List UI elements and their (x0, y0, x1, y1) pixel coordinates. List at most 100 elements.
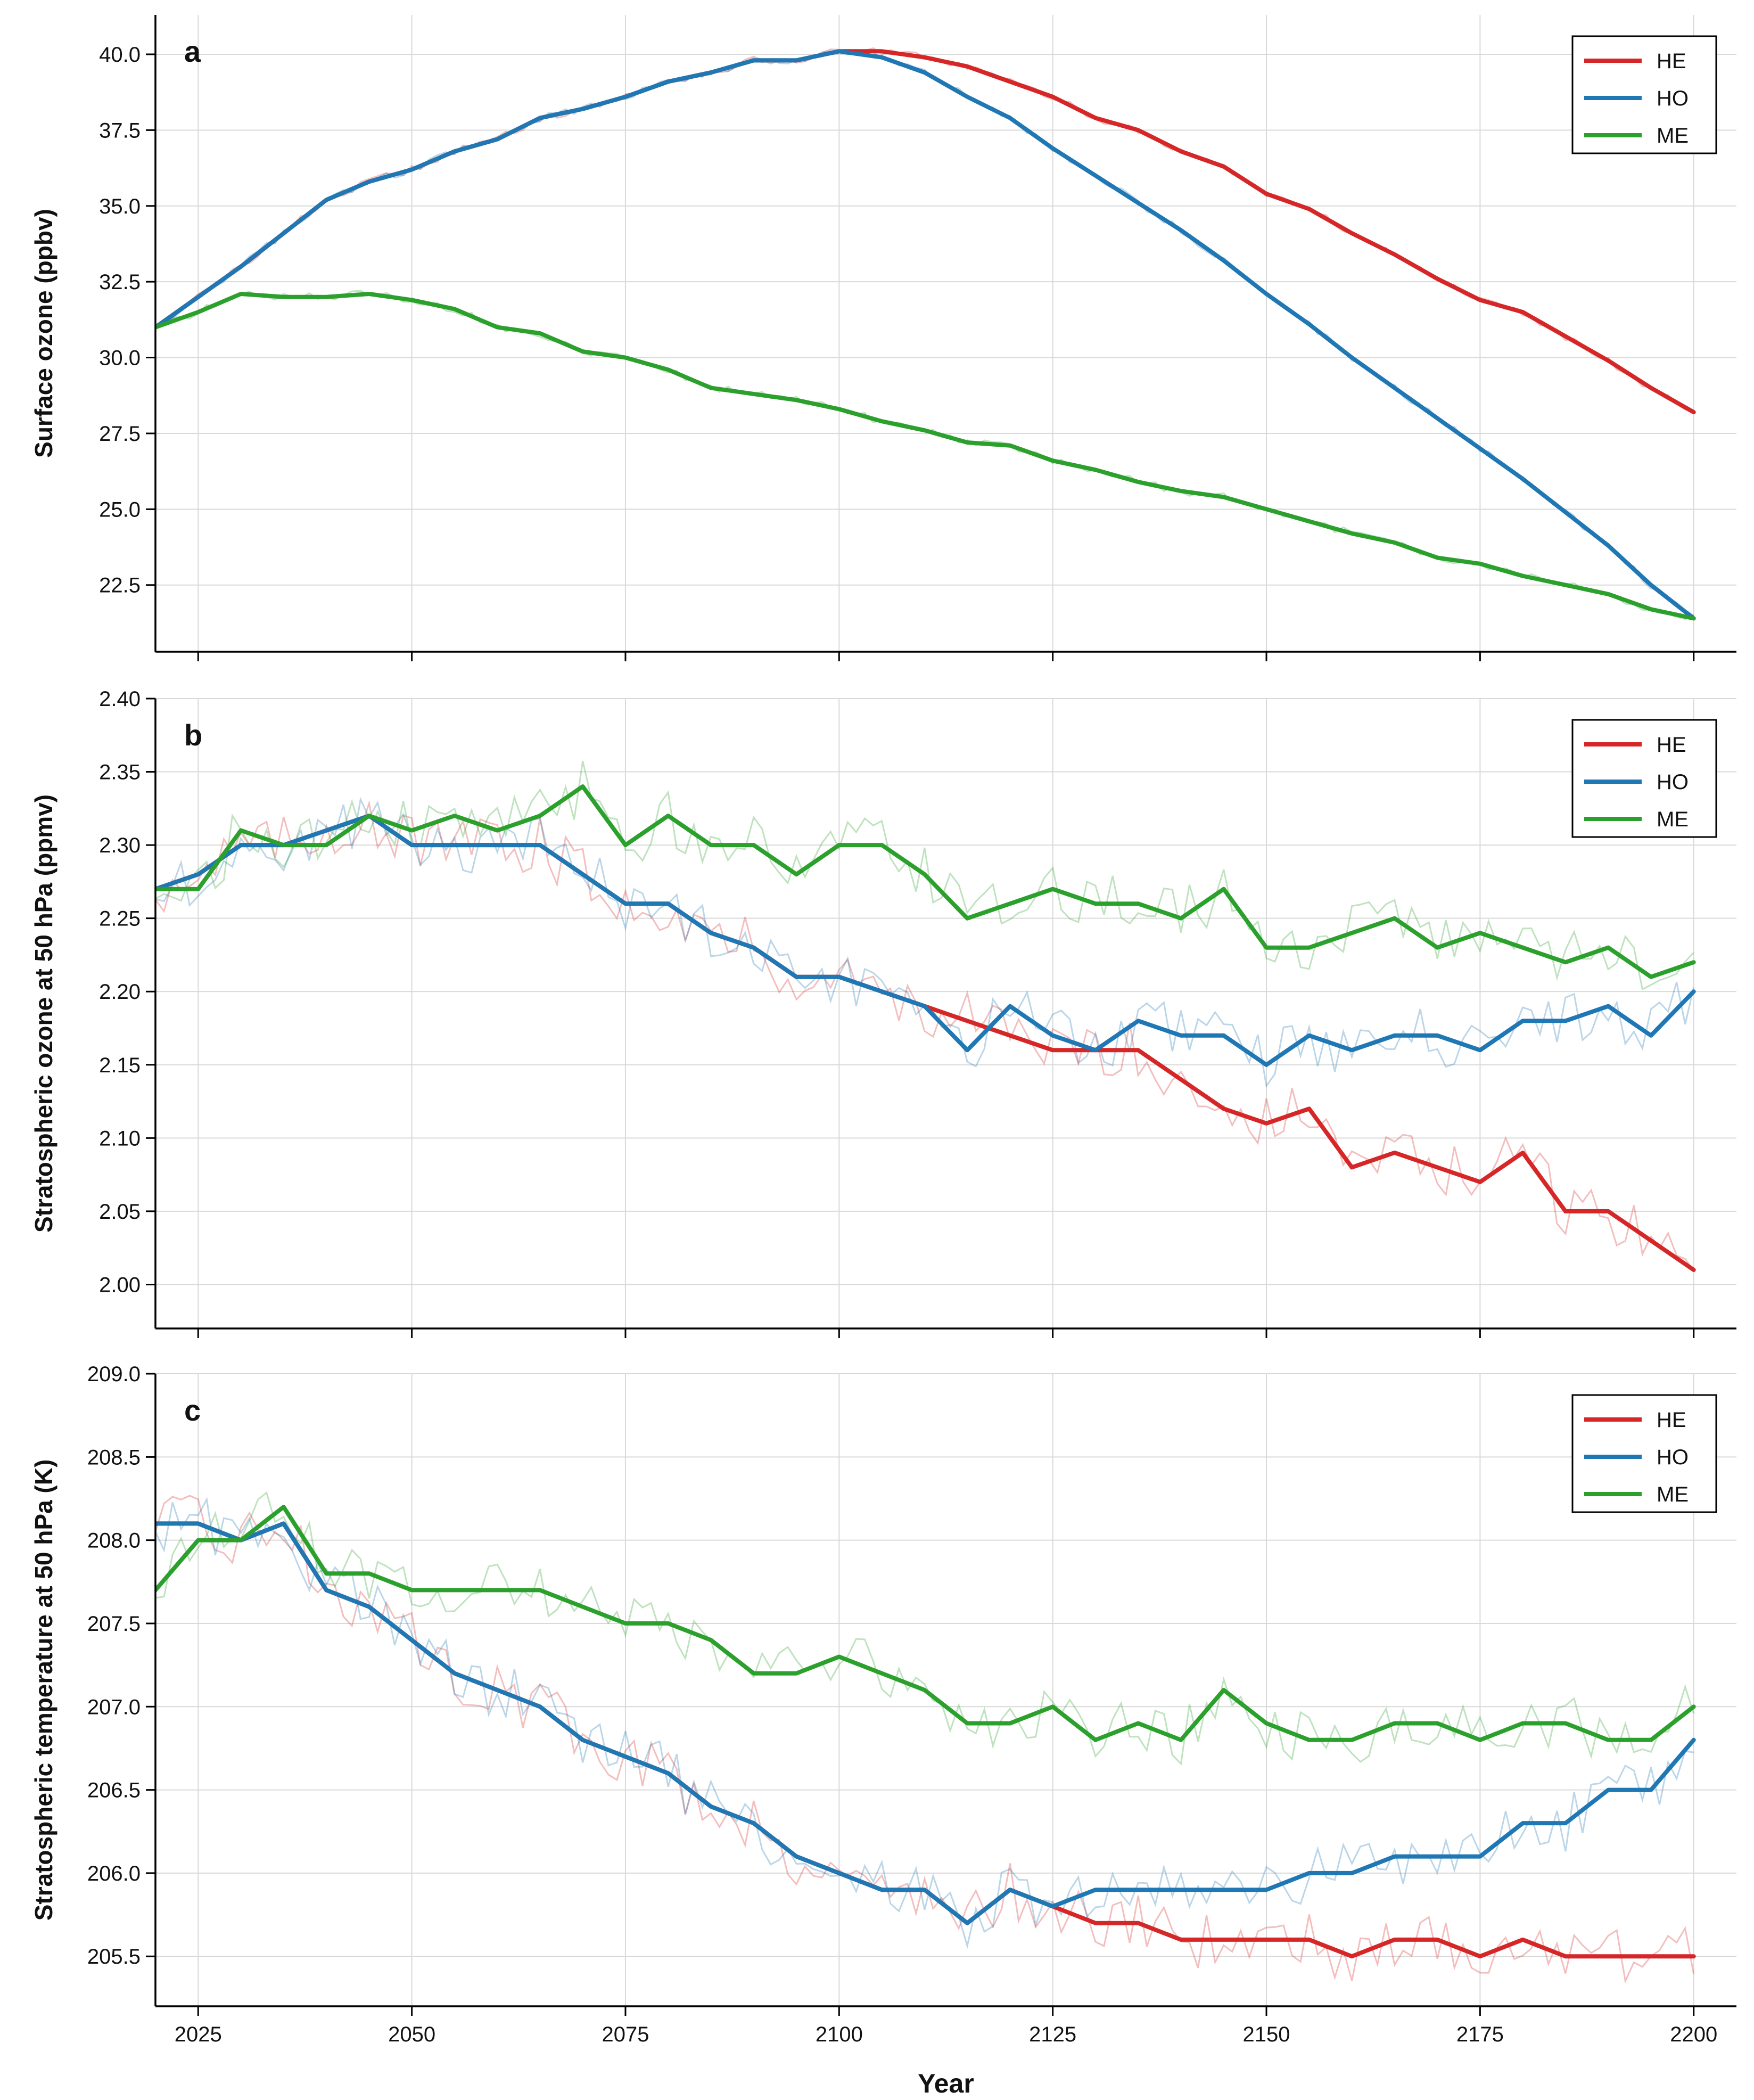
data-point-me (1222, 1688, 1225, 1692)
data-point-me (1692, 617, 1695, 620)
data-point-he (1607, 1210, 1610, 1213)
data-point-ho (880, 1888, 884, 1891)
y-tick-label: 30.0 (99, 347, 141, 370)
data-point-me (1607, 946, 1610, 949)
data-point-ho (282, 232, 285, 235)
data-point-me (1521, 1722, 1525, 1725)
data-point-ho (1094, 1048, 1097, 1052)
data-point-ho (1265, 1888, 1268, 1891)
data-point-ho (1393, 1034, 1396, 1037)
data-point-me (196, 310, 200, 314)
data-point-ho (923, 71, 926, 74)
data-point-he (1351, 232, 1354, 235)
data-point-me (1094, 468, 1097, 471)
data-point-ho (666, 902, 670, 905)
data-point-he (1222, 1107, 1225, 1110)
data-point-me (837, 843, 841, 847)
data-point-me (1051, 888, 1055, 891)
data-point-me (1307, 520, 1311, 523)
data-point-ho (196, 873, 200, 876)
plot-area (155, 760, 1696, 1272)
legend-label-he: HE (1657, 733, 1686, 757)
data-point-me (752, 1672, 755, 1675)
series-ho-line (155, 49, 1696, 621)
data-point-me (196, 888, 200, 891)
data-point-ho (1351, 1048, 1354, 1052)
data-point-me (752, 392, 755, 396)
data-point-ho (1478, 1048, 1481, 1052)
data-point-me (1393, 541, 1396, 544)
data-point-ho (752, 1822, 755, 1825)
y-tick-label: 35.0 (99, 195, 141, 218)
data-point-ho (1137, 1888, 1140, 1891)
data-point-me (1179, 917, 1182, 920)
series-me-annual (155, 290, 1694, 620)
data-point-he (1607, 1955, 1610, 1958)
data-point-he (1692, 1268, 1695, 1272)
legend-label-ho: HO (1657, 1446, 1689, 1469)
data-point-me (282, 296, 285, 299)
legend: HE HO ME (1571, 35, 1717, 154)
series-ho-annual (155, 50, 1694, 617)
data-point-ho (1521, 1822, 1525, 1825)
y-tick-label: 206.5 (87, 1779, 141, 1802)
data-point-me (710, 843, 713, 847)
data-point-me (1222, 496, 1225, 499)
legend-label-me: ME (1657, 124, 1689, 147)
data-point-ho (1478, 447, 1481, 450)
data-point-me (1307, 946, 1311, 949)
data-point-he (1478, 298, 1481, 301)
data-point-ho (1351, 1872, 1354, 1875)
data-point-me (795, 1672, 798, 1675)
data-point-ho (1222, 1888, 1225, 1891)
x-tick-label: 2100 (816, 2023, 863, 2046)
data-point-he (1393, 1151, 1396, 1154)
data-point-me (410, 829, 414, 832)
legend-label-ho: HO (1657, 87, 1689, 110)
data-point-ho (581, 1738, 584, 1742)
data-point-me (496, 829, 499, 832)
data-point-me (1436, 556, 1439, 559)
data-point-me (1094, 902, 1097, 905)
data-point-ho (1521, 1019, 1525, 1022)
data-point-ho (410, 843, 414, 847)
data-point-ho (1649, 1789, 1652, 1792)
data-point-ho (1351, 356, 1354, 359)
data-point-he (966, 1019, 969, 1022)
x-tick-label: 2150 (1243, 2023, 1290, 2046)
data-point-me (496, 1588, 499, 1592)
series-ho-annual (155, 1497, 1694, 1949)
plot-area (155, 1491, 1696, 1984)
data-point-he (1521, 1151, 1525, 1154)
data-point-me (1351, 931, 1354, 934)
data-point-me (1521, 575, 1525, 578)
series-ho-line (155, 1521, 1696, 1925)
y-tick-label: 207.0 (87, 1695, 141, 1719)
y-tick-label: 2.00 (99, 1273, 141, 1297)
data-point-me (1008, 444, 1011, 447)
data-point-me (624, 1622, 627, 1625)
y-axis-label: Stratospheric ozone at 50 hPa (ppmv) (30, 794, 57, 1233)
data-point-me (1307, 1738, 1311, 1742)
data-point-ho (1607, 544, 1610, 547)
data-point-ho (1564, 1019, 1567, 1022)
data-point-me (1137, 480, 1140, 483)
data-point-ho (1265, 292, 1268, 296)
x-tick-label: 2125 (1029, 2023, 1076, 2046)
data-point-he (1137, 1922, 1140, 1925)
y-tick-label: 2.05 (99, 1200, 141, 1224)
data-point-he (1094, 117, 1097, 120)
data-point-he (1222, 1938, 1225, 1941)
data-point-ho (710, 1805, 713, 1808)
data-point-he (1649, 1239, 1652, 1242)
legend-label-he: HE (1657, 50, 1686, 73)
data-point-ho (240, 843, 243, 847)
data-point-ho (1478, 1855, 1481, 1858)
data-point-he (1478, 1180, 1481, 1184)
data-point-ho (1692, 990, 1695, 993)
y-tick-label: 209.0 (87, 1363, 141, 1386)
series-me-line (155, 292, 1696, 621)
data-point-me (1649, 1738, 1652, 1742)
data-point-me (1607, 593, 1610, 596)
data-point-me (880, 420, 884, 423)
